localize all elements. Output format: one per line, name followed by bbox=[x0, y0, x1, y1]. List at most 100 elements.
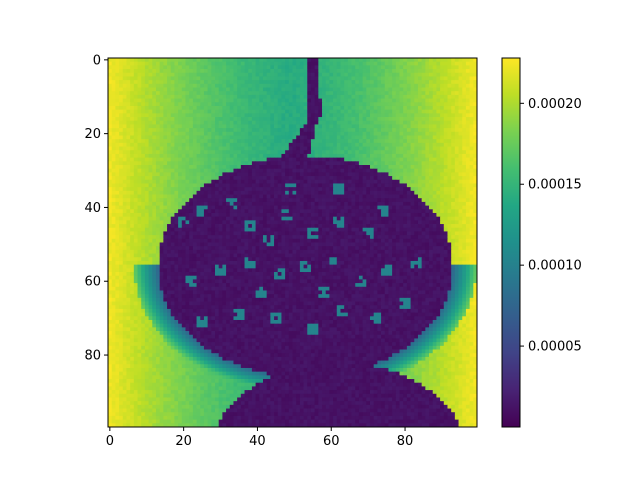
heatmap-cell bbox=[388, 238, 393, 243]
heatmap-cell bbox=[215, 168, 220, 173]
heatmap-cell bbox=[465, 80, 471, 85]
heatmap-cell bbox=[299, 224, 304, 229]
heatmap-cell bbox=[410, 142, 415, 147]
heatmap-cell bbox=[185, 72, 190, 77]
heatmap-cell bbox=[111, 172, 116, 177]
heatmap-cell bbox=[126, 76, 131, 81]
heatmap-cell bbox=[218, 102, 223, 107]
heatmap-cell bbox=[336, 117, 341, 122]
heatmap-cell bbox=[473, 179, 477, 184]
heatmap-cell bbox=[292, 131, 297, 136]
heatmap-cell bbox=[333, 91, 338, 96]
heatmap-cell bbox=[462, 109, 467, 114]
heatmap-cell bbox=[270, 146, 275, 151]
heatmap-cell bbox=[351, 124, 356, 129]
heatmap-cell bbox=[163, 72, 168, 77]
heatmap-cell bbox=[395, 194, 400, 199]
heatmap-cell bbox=[137, 224, 142, 229]
heatmap-cell bbox=[336, 58, 341, 63]
heatmap-cell bbox=[111, 76, 116, 81]
heatmap-cell bbox=[355, 131, 360, 136]
heatmap-cell bbox=[366, 146, 371, 151]
heatmap-cell bbox=[432, 209, 437, 214]
heatmap-cell bbox=[384, 131, 389, 136]
heatmap-cell bbox=[259, 98, 264, 103]
heatmap-cell bbox=[462, 61, 467, 66]
heatmap-cell bbox=[178, 190, 183, 195]
heatmap-cell bbox=[240, 83, 245, 88]
heatmap-cell bbox=[259, 161, 264, 166]
heatmap-cell bbox=[454, 76, 459, 81]
heatmap-cell bbox=[440, 102, 445, 107]
heatmap-cell bbox=[421, 142, 426, 147]
heatmap-cell bbox=[233, 58, 238, 63]
heatmap-cell bbox=[307, 179, 312, 184]
heatmap-cell bbox=[174, 65, 179, 70]
heatmap-cell bbox=[322, 176, 327, 181]
heatmap-cell bbox=[259, 227, 264, 232]
heatmap-cell bbox=[429, 212, 434, 218]
heatmap-cell bbox=[185, 80, 190, 85]
heatmap-cell bbox=[318, 94, 323, 99]
heatmap-cell bbox=[137, 72, 142, 77]
heatmap-cell bbox=[425, 61, 430, 66]
heatmap-cell bbox=[237, 190, 242, 195]
heatmap-cell bbox=[299, 58, 304, 63]
heatmap-cell bbox=[122, 179, 127, 184]
heatmap-cell bbox=[222, 190, 227, 195]
heatmap-cell bbox=[159, 113, 164, 118]
heatmap-cell bbox=[141, 209, 146, 214]
heatmap-cell bbox=[122, 91, 127, 96]
heatmap-cell bbox=[425, 238, 430, 243]
heatmap-cell bbox=[417, 165, 423, 170]
heatmap-cell bbox=[126, 172, 131, 177]
heatmap-cell bbox=[388, 216, 393, 221]
heatmap-cell bbox=[137, 179, 142, 184]
heatmap-cell bbox=[454, 113, 459, 118]
heatmap-cell bbox=[130, 235, 135, 240]
heatmap-cell bbox=[296, 83, 301, 88]
heatmap-cell bbox=[362, 168, 367, 173]
heatmap-cell bbox=[395, 131, 400, 136]
heatmap-cell bbox=[462, 238, 467, 243]
heatmap-cell bbox=[274, 198, 279, 203]
heatmap-cell bbox=[303, 80, 308, 85]
heatmap-cell bbox=[417, 231, 423, 236]
heatmap-cell bbox=[237, 72, 242, 77]
heatmap-cell bbox=[388, 72, 393, 77]
heatmap-cell bbox=[115, 113, 120, 118]
heatmap-cell bbox=[133, 58, 138, 63]
heatmap-cell bbox=[447, 157, 452, 162]
heatmap-cell bbox=[167, 183, 172, 188]
heatmap-cell bbox=[211, 227, 216, 232]
heatmap-cell bbox=[399, 76, 404, 81]
heatmap-cell bbox=[436, 69, 441, 74]
heatmap-cell bbox=[111, 194, 116, 199]
heatmap-cell bbox=[325, 135, 330, 140]
heatmap-cell bbox=[274, 69, 279, 74]
heatmap-cell bbox=[388, 194, 393, 199]
heatmap-cell bbox=[358, 76, 364, 81]
heatmap-cell bbox=[399, 94, 404, 99]
heatmap-cell bbox=[229, 205, 234, 210]
heatmap-cell bbox=[148, 142, 153, 147]
heatmap-cell bbox=[170, 172, 175, 177]
heatmap-cell bbox=[174, 87, 179, 92]
heatmap-cell bbox=[133, 120, 138, 125]
heatmap-cell bbox=[440, 65, 445, 70]
heatmap-cell bbox=[148, 124, 153, 129]
heatmap-cell bbox=[417, 83, 423, 88]
heatmap-cell bbox=[189, 212, 194, 218]
heatmap-cell bbox=[203, 94, 209, 99]
heatmap-cell bbox=[358, 80, 364, 85]
heatmap-cell bbox=[115, 231, 120, 236]
heatmap-cell bbox=[152, 194, 157, 199]
heatmap-cell bbox=[362, 91, 367, 96]
heatmap-cell bbox=[130, 105, 135, 111]
heatmap-cell bbox=[207, 157, 212, 162]
heatmap-cell bbox=[155, 220, 161, 225]
heatmap-cell bbox=[436, 176, 441, 181]
heatmap-cell bbox=[325, 102, 330, 107]
heatmap-cell bbox=[270, 179, 275, 184]
heatmap-cell bbox=[163, 209, 168, 214]
